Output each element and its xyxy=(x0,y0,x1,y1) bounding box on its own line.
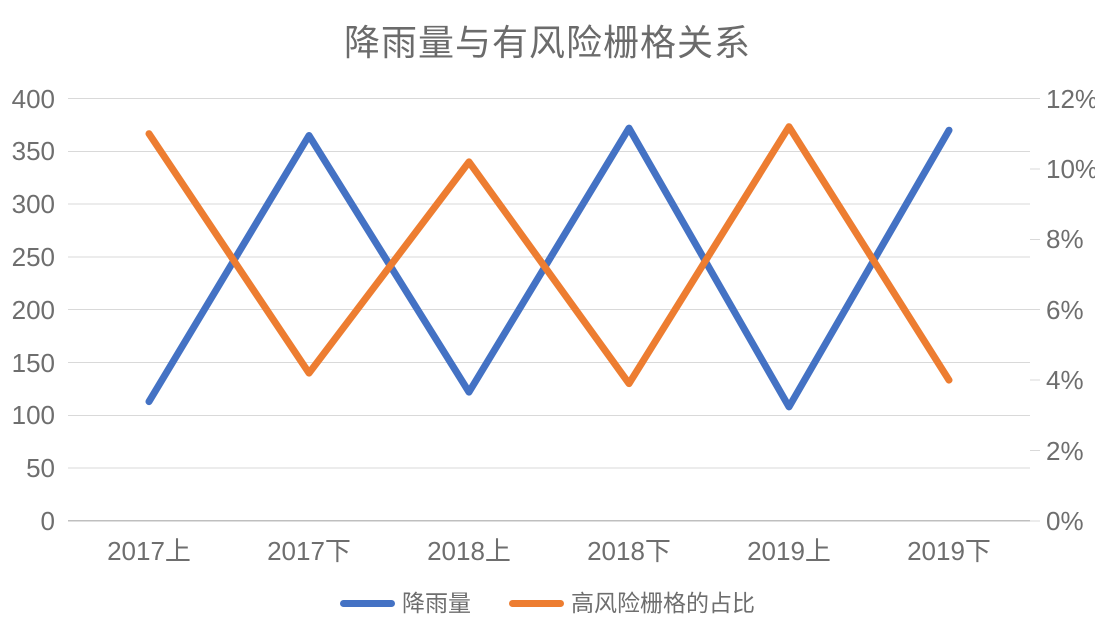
right-axis-tick-label: 6% xyxy=(1046,294,1084,325)
x-axis-category-label: 2018上 xyxy=(427,536,511,566)
right-axis-tick-label: 8% xyxy=(1046,224,1084,255)
right-axis-tick-label: 2% xyxy=(1046,435,1084,466)
x-axis-category-label: 2017下 xyxy=(267,536,351,566)
left-axis-tick-label: 150 xyxy=(11,347,55,378)
legend-item: 降雨量 xyxy=(340,589,471,617)
right-axis-tick-label: 12% xyxy=(1046,83,1095,114)
left-axis-tick-label: 250 xyxy=(11,241,55,272)
left-axis-tick-label: 400 xyxy=(11,83,55,114)
legend-label: 降雨量 xyxy=(402,590,471,616)
legend-item: 高风险栅格的占比 xyxy=(509,589,755,617)
right-axis-tick-label: 10% xyxy=(1046,153,1095,184)
legend-label: 高风险栅格的占比 xyxy=(571,590,755,616)
left-axis-tick-label: 350 xyxy=(11,136,55,167)
legend-line-swatch xyxy=(340,599,395,607)
x-axis-category-label: 2017上 xyxy=(107,536,191,566)
right-axis-tick-label: 0% xyxy=(1046,505,1084,536)
rainfall-line xyxy=(145,124,953,411)
x-axis-category-label: 2019下 xyxy=(907,536,991,566)
high-risk-grid-ratio-line xyxy=(145,123,953,388)
x-axis-category-label: 2018下 xyxy=(587,536,671,566)
chart-title: 降雨量与有风险栅格关系 xyxy=(343,22,751,63)
left-axis-tick-label: 100 xyxy=(11,400,55,431)
legend-line-swatch xyxy=(509,599,564,607)
left-axis-tick-label: 50 xyxy=(26,453,55,484)
x-axis-category-label: 2019上 xyxy=(747,536,831,566)
legend: 降雨量 高风险栅格的占比 xyxy=(0,589,1095,617)
left-axis-tick-label: 200 xyxy=(11,294,55,325)
left-axis-tick-label: 0 xyxy=(40,505,55,536)
left-axis-tick-label: 300 xyxy=(11,189,55,220)
right-axis-tick-label: 4% xyxy=(1046,365,1084,396)
